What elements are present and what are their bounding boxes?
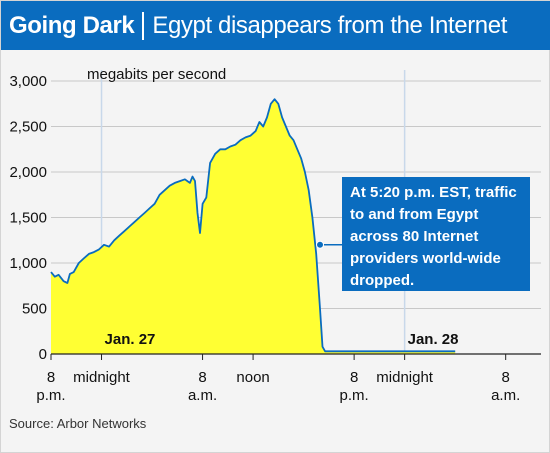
chart-subtitle: Egypt disappears from the Internet	[152, 11, 507, 39]
annotation-dot	[316, 240, 325, 249]
y-tick-label: 2,500	[9, 119, 47, 136]
y-tick-label: 1,500	[9, 210, 47, 227]
axes: 0 500 1,000 1,500 2,000 2,500 3,000 Jan. 27 Jan.…	[9, 73, 541, 404]
traffic-chart: 0 500 1,000 1,500 2,000 2,500 3,000 Jan. 27 Jan.…	[9, 66, 541, 404]
plot-area	[50, 98, 456, 354]
x-tick-sublabel: a.m.	[491, 387, 520, 404]
traffic-line	[50, 98, 456, 353]
y-tick-label: 1,000	[9, 255, 47, 272]
source-note: Source: Arbor Networks	[9, 416, 147, 431]
date-marker-label: Jan. 28	[408, 331, 459, 348]
y-tick-label: 0	[39, 346, 47, 363]
y-tick-label: 500	[22, 301, 47, 318]
x-tick-label: 8	[502, 369, 510, 386]
date-marker-label: Jan. 27	[105, 331, 156, 348]
chart-title: Going Dark	[9, 11, 135, 39]
x-tick-label: noon	[236, 369, 269, 386]
x-tick-sublabel: p.m.	[36, 387, 65, 404]
y-axis-label: megabits per second	[87, 66, 226, 83]
traffic-area	[51, 99, 456, 354]
x-tick-label: 8	[47, 369, 55, 386]
x-tick-sublabel: p.m.	[340, 387, 369, 404]
x-tick-label: midnight	[73, 369, 131, 386]
title-bar: Going Dark Egypt disappears from the Int…	[1, 1, 550, 50]
title-separator	[142, 11, 145, 40]
x-tick-label: 8	[198, 369, 206, 386]
y-tick-label: 3,000	[9, 73, 47, 90]
x-tick-label: 8	[350, 369, 358, 386]
x-tick-label: midnight	[376, 369, 434, 386]
annotation-box: At 5:20 p.m. EST, traffic to and from Eg…	[342, 177, 530, 291]
x-tick-sublabel: a.m.	[188, 387, 217, 404]
y-tick-label: 2,000	[9, 164, 47, 181]
